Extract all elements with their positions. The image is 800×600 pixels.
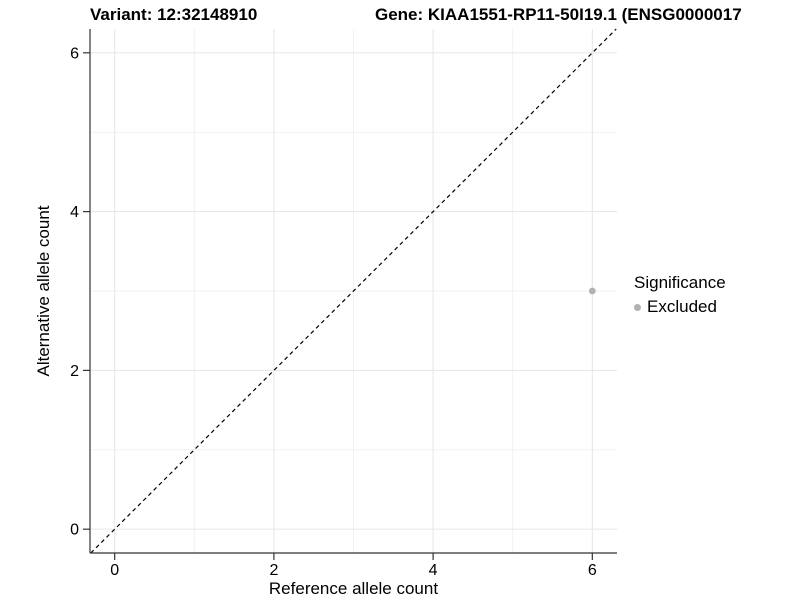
- plot-title-variant: Variant: 12:32148910: [90, 5, 258, 24]
- minor-gridlines: [90, 29, 617, 553]
- x-tick-label: 4: [429, 562, 438, 579]
- plot-title-gene: Gene: KIAA1551-RP11-50I19.1 (ENSG0000017: [375, 5, 742, 24]
- y-tick-label: 0: [70, 522, 79, 539]
- axis-lines: [89, 29, 617, 554]
- data-point-excluded: [588, 287, 596, 295]
- identity-reference-line: [90, 28, 617, 554]
- legend-item-label: Excluded: [647, 297, 717, 316]
- x-axis-title: Reference allele count: [268, 579, 439, 598]
- x-tick-label: 0: [110, 562, 119, 579]
- legend-title: Significance: [634, 273, 726, 292]
- y-axis-title: Alternative allele count: [34, 205, 53, 377]
- y-tick-label: 4: [70, 204, 79, 221]
- legend-item-excluded: Excluded: [634, 297, 726, 317]
- x-tick-label: 2: [269, 562, 278, 579]
- tick-marks: 0 2 4 6 0 2 4 6: [70, 45, 597, 579]
- legend-point-icon: [634, 303, 641, 311]
- x-tick-label: 6: [588, 562, 597, 579]
- y-tick-label: 6: [70, 45, 79, 62]
- legend: Significance Excluded: [634, 273, 726, 317]
- y-tick-label: 2: [70, 363, 79, 380]
